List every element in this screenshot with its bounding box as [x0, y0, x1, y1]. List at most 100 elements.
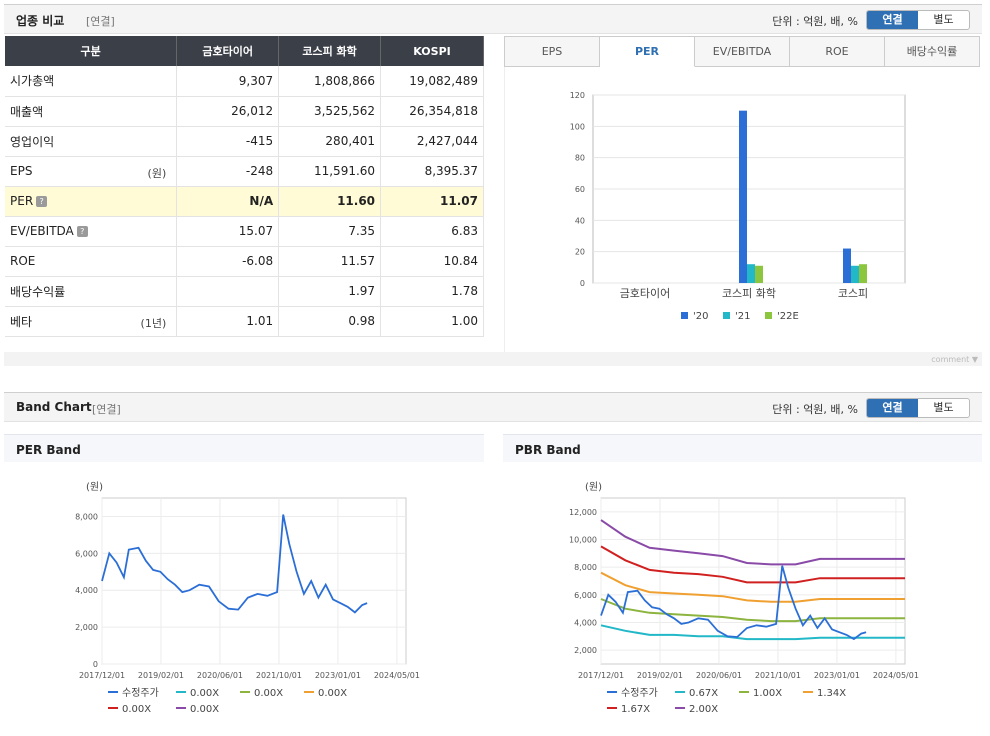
per-band-title: PER Band [4, 434, 484, 462]
cell: 2,427,044 [380, 126, 484, 157]
y-tick-label: 100 [570, 122, 585, 131]
x-tick-label: 2023/01/01 [814, 671, 860, 680]
x-tick-label: 2017/12/01 [578, 671, 624, 680]
legend-label: '21 [735, 311, 750, 322]
legend-label: 수정주가 [621, 687, 658, 699]
row-label: EV/EBITDA? [5, 216, 178, 247]
x-tick-label: 2021/10/01 [256, 671, 302, 680]
metric-tabs: EPS PER EV/EBITDA ROE 배당수익률 [504, 36, 980, 67]
peer-table: 구분 금호타이어 코스피 화학 KOSPI 시가총액 9,307 1,808,866… [5, 36, 484, 337]
cell: 1.78 [380, 276, 484, 307]
x-tick-label: 2017/12/01 [79, 671, 125, 680]
cell: 6.83 [380, 216, 484, 247]
y-tick-label: 8,000 [574, 563, 597, 572]
x-tick-label: 2021/10/01 [755, 671, 801, 680]
y-tick-label: 0 [93, 660, 98, 669]
col-header: 코스피 화학 [278, 36, 382, 66]
table-row: 베타 (1년) 1.01 0.98 1.00 [5, 306, 484, 337]
plot-frame [600, 497, 906, 665]
cell: 10.84 [380, 246, 484, 277]
divider [4, 352, 982, 366]
x-tick-label: 2024/05/01 [873, 671, 919, 680]
cell: 26,012 [176, 96, 280, 127]
cell: 11.07 [380, 186, 484, 217]
peer-unit: 단위 : 억원, 배, % [772, 15, 858, 28]
tab-per[interactable]: PER [600, 37, 695, 67]
toggle-separate[interactable]: 별도 [933, 13, 954, 26]
col-header: 금호타이어 [176, 36, 280, 66]
table-row: 배당수익률 1.97 1.78 [5, 276, 484, 307]
row-label: EPS (원) [5, 156, 178, 187]
row-label: 배당수익률 [5, 276, 178, 307]
y-tick-label: 10,000 [569, 536, 597, 545]
legend-label: 0.00X [190, 704, 219, 715]
price-line [101, 514, 368, 614]
row-label: 영업이익 [5, 126, 178, 157]
tab-roe[interactable]: ROE [790, 37, 885, 67]
comment-toggle[interactable]: comment ▼ [931, 355, 978, 364]
cell: 19,082,489 [380, 66, 484, 97]
help-icon[interactable]: ? [36, 196, 48, 207]
peer-toggle[interactable]: 연결 별도 [866, 10, 970, 30]
help-icon[interactable]: ? [76, 226, 88, 237]
band-title: Band Chart [16, 400, 92, 414]
x-tick-label: 코스피 [838, 287, 868, 300]
col-header: 구분 [5, 36, 178, 66]
toggle-consolidated[interactable]: 연결 [867, 11, 918, 29]
cell: 9,307 [176, 66, 280, 97]
row-label: ROE [5, 246, 178, 277]
legend-label: 0.67X [689, 688, 718, 699]
bar [747, 264, 755, 283]
cell: 7.35 [278, 216, 382, 247]
y-tick-label: 4,000 [574, 619, 597, 628]
cell [176, 276, 280, 307]
pbr-band-title: PBR Band [503, 434, 982, 462]
cell: 1.01 [176, 306, 280, 337]
y-tick-label: 12,000 [569, 508, 597, 517]
table-row: EV/EBITDA? 15.07 7.35 6.83 [5, 216, 484, 247]
row-label: 시가총액 [5, 66, 178, 97]
cell: 280,401 [278, 126, 382, 157]
band-toggle[interactable]: 연결 별도 [866, 398, 970, 418]
cell: N/A [176, 186, 280, 217]
band-header: Band Chart [연결] 단위 : 억원, 배, % 연결 별도 [4, 392, 982, 422]
cell: 1.00 [380, 306, 484, 337]
tab-ev-ebitda[interactable]: EV/EBITDA [695, 37, 790, 67]
band-line [600, 519, 905, 566]
band-line [600, 545, 905, 584]
cell: 3,525,562 [278, 96, 382, 127]
band-line [600, 598, 905, 623]
y-tick-label: 6,000 [75, 549, 98, 558]
cell: 1,808,866 [278, 66, 382, 97]
plot-frame [101, 497, 407, 665]
row-unit: (원) [147, 166, 167, 180]
band-unit: 단위 : 억원, 배, % [772, 403, 858, 416]
x-tick-label: 금호타이어 [620, 287, 671, 300]
tab-dividend-yield[interactable]: 배당수익률 [885, 37, 980, 67]
table-row: 영업이익 -415 280,401 2,427,044 [5, 126, 484, 157]
y-tick-label: 20 [575, 248, 585, 257]
legend-label: 1.34X [817, 688, 846, 699]
toggle-consolidated[interactable]: 연결 [867, 399, 918, 417]
x-tick-label: 2019/02/01 [637, 671, 683, 680]
y-tick-label: 120 [570, 91, 585, 100]
row-label: PER? [5, 186, 178, 217]
cell: 11.57 [278, 246, 382, 277]
per-chart-area: 0 20 40 60 80 100 120 금호타이어 코스피 화학 코스피 '20 '21 '22E [504, 67, 980, 352]
y-tick-label: 40 [575, 216, 585, 225]
legend-label: 1.67X [621, 704, 650, 715]
toggle-separate[interactable]: 별도 [933, 401, 954, 414]
cell: 11,591.60 [278, 156, 382, 187]
row-label: 매출액 [5, 96, 178, 127]
legend-label: '20 [693, 311, 708, 322]
x-tick-label: 2020/06/01 [696, 671, 742, 680]
y-axis-unit: (원) [585, 481, 602, 493]
cell: 26,354,818 [380, 96, 484, 127]
table-row: 매출액 26,012 3,525,562 26,354,818 [5, 96, 484, 127]
row-label: 베타 (1년) [5, 306, 178, 337]
tab-eps[interactable]: EPS [505, 37, 600, 67]
peer-sub: [연결] [86, 15, 115, 28]
legend-label: 0.00X [254, 688, 283, 699]
y-tick-label: 2,000 [75, 623, 98, 632]
bar [851, 265, 859, 283]
